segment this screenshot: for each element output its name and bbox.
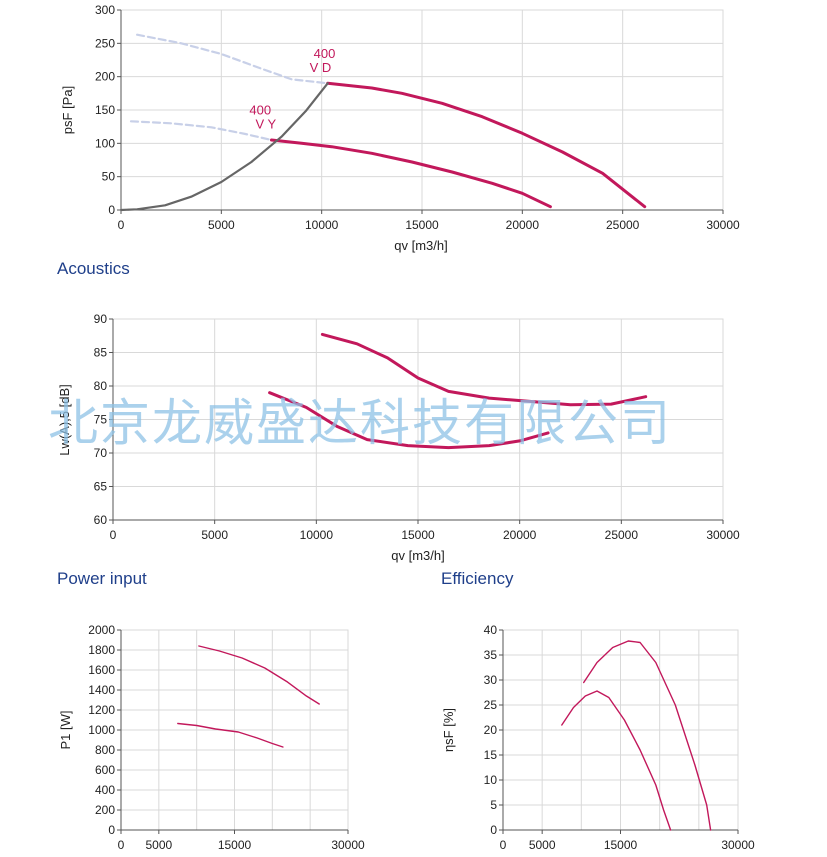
pressure-chart: 0 5000 10000 15000 20000 25000 30000 0 50 100 150 2… — [60, 3, 740, 253]
power-chart: 0 5000 15000 30000 0 200 400 600 800 1000 1200 1400… — [58, 623, 365, 852]
pressure-y-tick-label: 150 — [95, 103, 115, 117]
power-y-tick-label: 0 — [108, 823, 115, 837]
pressure-y-tick-label: 100 — [95, 136, 115, 150]
pressure-annotation: V Y — [255, 117, 276, 132]
power-y-tick-label: 600 — [95, 763, 115, 777]
power-y-tick-label: 1200 — [88, 703, 115, 717]
power-y-tick-label: 1000 — [88, 723, 115, 737]
pressure-x-tick-label: 15000 — [405, 218, 439, 232]
pressure-x-tick-label: 0 — [118, 218, 125, 232]
power-series-curve-line — [198, 645, 320, 705]
acoustics-x-tick-label: 30000 — [706, 528, 740, 542]
power-y-axis-label: P1 [W] — [58, 710, 73, 749]
efficiency-y-tick-label: 0 — [490, 823, 497, 837]
efficiency-y-axis-label: ηsF [%] — [441, 708, 456, 752]
pressure-series-dashed-line — [136, 33, 329, 85]
efficiency-y-tick-label: 40 — [484, 623, 498, 637]
pressure-annotation: 400 — [314, 46, 336, 61]
acoustics-y-tick-label: 80 — [94, 379, 108, 393]
pressure-y-tick-label: 50 — [102, 170, 116, 184]
power-series-curve-line — [177, 722, 284, 748]
efficiency-series-curve-line — [561, 690, 672, 831]
efficiency-series-curve-line — [583, 640, 712, 831]
efficiency-y-tick-label: 15 — [484, 748, 498, 762]
acoustics-y-tick-label: 75 — [94, 413, 108, 427]
acoustics-y-tick-label: 60 — [94, 513, 108, 527]
efficiency-y-tick-label: 30 — [484, 673, 498, 687]
efficiency-y-tick-label: 10 — [484, 773, 498, 787]
efficiency-heading: Efficiency — [441, 569, 514, 588]
acoustics-x-axis-label: qv [m3/h] — [391, 548, 444, 563]
efficiency-y-tick-label: 20 — [484, 723, 498, 737]
pressure-series-curve-line — [270, 138, 552, 209]
pressure-annotation: V D — [310, 60, 332, 75]
acoustics-chart: 0 5000 10000 15000 20000 25000 30000 60 65 70 75 80… — [57, 312, 740, 563]
pressure-series-system-line — [119, 82, 329, 212]
acoustics-x-tick-label: 20000 — [503, 528, 537, 542]
pressure-y-tick-label: 0 — [108, 203, 115, 217]
pressure-y-tick-label: 200 — [95, 70, 115, 84]
charts-layer: 0 5000 10000 15000 20000 25000 300000501001502… — [57, 3, 755, 852]
acoustics-series-curve-line — [320, 332, 648, 407]
power-y-tick-label: 1400 — [88, 683, 115, 697]
acoustics-y-tick-label: 85 — [94, 346, 108, 360]
pressure-x-axis-label: qv [m3/h] — [394, 238, 447, 253]
pressure-x-tick-label: 10000 — [305, 218, 339, 232]
power-x-tick-label: 5000 — [145, 838, 172, 852]
pressure-series-curve-line — [326, 81, 647, 209]
acoustics-x-tick-label: 25000 — [605, 528, 639, 542]
acoustics-y-tick-label: 90 — [94, 312, 108, 326]
power-y-tick-label: 400 — [95, 783, 115, 797]
power-y-tick-label: 1800 — [88, 643, 115, 657]
pressure-y-tick-label: 300 — [95, 3, 115, 17]
acoustics-heading: Acoustics — [57, 259, 130, 278]
pressure-x-tick-label: 5000 — [208, 218, 235, 232]
power-x-tick-label: 30000 — [331, 838, 365, 852]
acoustics-x-tick-label: 15000 — [401, 528, 435, 542]
power-input-heading: Power input — [57, 569, 147, 588]
efficiency-x-tick-label: 0 — [500, 838, 507, 852]
efficiency-y-tick-label: 35 — [484, 648, 498, 662]
pressure-series-dashed-line — [129, 120, 273, 142]
pressure-x-tick-label: 30000 — [706, 218, 740, 232]
acoustics-y-tick-label: 70 — [94, 446, 108, 460]
pressure-y-axis-label: psF [Pa] — [60, 86, 75, 134]
power-y-tick-label: 800 — [95, 743, 115, 757]
power-x-tick-label: 15000 — [218, 838, 252, 852]
pressure-y-tick-label: 250 — [95, 36, 115, 50]
acoustics-x-tick-label: 5000 — [201, 528, 228, 542]
company-watermark: 北京龙威盛达科技有限公司 — [48, 394, 672, 452]
efficiency-y-tick-label: 25 — [484, 698, 498, 712]
acoustics-x-tick-label: 0 — [110, 528, 117, 542]
power-y-tick-label: 2000 — [88, 623, 115, 637]
acoustics-series-curve-line — [268, 391, 550, 450]
efficiency-x-tick-label: 30000 — [721, 838, 755, 852]
efficiency-x-tick-label: 15000 — [604, 838, 638, 852]
power-y-tick-label: 1600 — [88, 663, 115, 677]
acoustics-y-tick-label: 65 — [94, 480, 108, 494]
power-y-tick-label: 200 — [95, 803, 115, 817]
power-x-tick-label: 0 — [118, 838, 125, 852]
efficiency-chart: 0 5000 15000 30000 0 5 10 15 20 25 30 35 40 ηsF [%] — [441, 623, 755, 852]
pressure-x-tick-label: 20000 — [506, 218, 540, 232]
pressure-x-tick-label: 25000 — [606, 218, 640, 232]
acoustics-x-tick-label: 10000 — [300, 528, 334, 542]
efficiency-x-tick-label: 5000 — [529, 838, 556, 852]
acoustics-y-axis-label: Lw(A),5 [dB] — [57, 384, 72, 456]
pressure-annotation: 400 — [249, 103, 271, 118]
efficiency-y-tick-label: 5 — [490, 798, 497, 812]
